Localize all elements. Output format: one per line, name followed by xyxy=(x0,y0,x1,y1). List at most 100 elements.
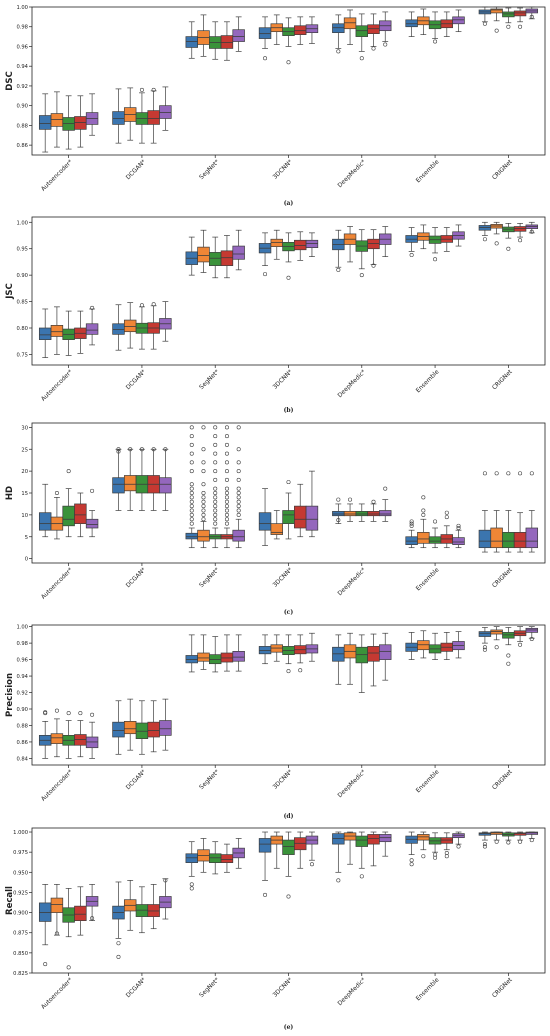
box-3dcnn-series-1 xyxy=(258,831,272,897)
box-deepmedic-series-3 xyxy=(355,229,368,278)
y-axis-label: Recall xyxy=(5,886,15,915)
outlier-point xyxy=(189,434,194,439)
box-ensemble-series-4 xyxy=(440,227,454,252)
outlier-point xyxy=(518,471,523,476)
box-iqr xyxy=(355,646,368,664)
box-autoencoder-series-3 xyxy=(62,711,75,759)
outlier-point xyxy=(116,941,121,946)
outlier-point xyxy=(236,425,241,430)
outlier-point xyxy=(506,840,511,845)
y-tick-label: 0.94 xyxy=(16,64,28,70)
box-iqr xyxy=(525,831,539,835)
outlier-point xyxy=(224,490,229,495)
box-deepmedic-series-2 xyxy=(343,226,357,263)
box-crignet-series-4 xyxy=(513,222,527,243)
box-crignet-series-2 xyxy=(490,221,503,246)
box-iqr xyxy=(147,721,160,738)
box-dcgan-series-4 xyxy=(147,884,160,930)
outlier-point xyxy=(224,508,229,513)
box-autoencoder-series-5 xyxy=(85,305,99,346)
box-segnet-series-4 xyxy=(220,425,234,549)
box-3dcnn-series-4 xyxy=(294,634,307,673)
box-3dcnn-series-1 xyxy=(258,16,272,61)
box-iqr xyxy=(270,238,283,247)
x-tick-label-autoencoder: Autoencoder* xyxy=(40,368,74,402)
box-iqr xyxy=(379,644,392,660)
box-iqr xyxy=(367,238,380,250)
box-iqr xyxy=(452,833,465,839)
outlier-point xyxy=(236,499,241,504)
outlier-point xyxy=(433,39,438,44)
y-axis-label: HD xyxy=(5,486,15,500)
box-segnet-series-1 xyxy=(185,21,198,59)
y-tick-label: 0.925 xyxy=(13,890,28,896)
outlier-point xyxy=(371,263,376,268)
outlier-point xyxy=(518,238,523,243)
outlier-point xyxy=(518,24,523,29)
box-iqr xyxy=(220,854,234,863)
box-deepmedic-series-5 xyxy=(379,11,392,47)
box-iqr xyxy=(294,239,307,251)
box-3dcnn-series-4 xyxy=(294,483,307,538)
chart-panel-recall: 0.825 0.850 0.875 0.900 0.925 0.950 0.975 1.000… xyxy=(5,827,546,1031)
outlier-point xyxy=(213,486,218,491)
outlier-point xyxy=(298,668,303,673)
box-iqr xyxy=(525,527,539,549)
box-iqr xyxy=(332,23,345,34)
outlier-point xyxy=(336,49,341,54)
outlier-point xyxy=(456,523,461,528)
box-iqr xyxy=(294,25,307,35)
chart-panel-precision: 0.84 0.86 0.88 0.90 0.92 0.94 0.96 0.98 1.00 Prec… xyxy=(5,624,546,820)
outlier-point xyxy=(409,253,414,258)
box-ensemble-series-2 xyxy=(417,831,430,859)
outlier-point xyxy=(189,521,194,526)
box-iqr xyxy=(258,646,272,655)
box-iqr xyxy=(270,644,283,653)
box-crignet-series-2 xyxy=(490,6,503,33)
outlier-point xyxy=(224,499,229,504)
outlier-point xyxy=(359,273,364,278)
box-iqr xyxy=(379,510,392,517)
box-iqr xyxy=(490,8,503,14)
outlier-point xyxy=(529,838,534,843)
x-tick-label-dcgan: DCGAN* xyxy=(125,768,148,791)
outlier-point xyxy=(213,508,218,513)
box-crignet-series-4 xyxy=(513,831,527,844)
outlier-point xyxy=(336,497,341,502)
outlier-point xyxy=(224,521,229,526)
box-crignet-series-4 xyxy=(513,7,527,29)
outlier-point xyxy=(409,862,414,867)
box-iqr xyxy=(220,652,234,663)
outlier-point xyxy=(128,447,133,452)
box-iqr xyxy=(343,511,357,517)
box-iqr xyxy=(232,651,245,662)
y-tick-label: 0.850 xyxy=(13,951,28,957)
box-autoencoder-series-5 xyxy=(85,712,99,759)
outlier-point xyxy=(518,839,523,844)
box-3dcnn-series-4 xyxy=(294,16,307,45)
outlier-point xyxy=(236,512,241,517)
x-tick-label-autoencoder: Autoencoder* xyxy=(40,768,74,802)
y-tick-label: 0.90 xyxy=(16,104,28,110)
box-iqr xyxy=(405,536,418,545)
y-tick-label: 0.80 xyxy=(16,326,28,332)
box-segnet-series-4 xyxy=(220,21,234,61)
outlier-point xyxy=(529,471,534,476)
box-3dcnn-series-5 xyxy=(305,232,319,257)
outlier-point xyxy=(189,425,194,430)
outlier-point xyxy=(482,21,487,26)
outlier-point xyxy=(263,892,268,897)
outlier-point xyxy=(54,931,59,936)
outlier-point xyxy=(444,510,449,515)
box-iqr xyxy=(417,532,430,544)
outlier-point xyxy=(224,477,229,482)
box-iqr xyxy=(62,505,75,527)
outlier-point xyxy=(286,480,291,485)
x-tick-label-segnet: SegNet* xyxy=(198,976,221,999)
box-ensemble-series-4 xyxy=(440,632,454,660)
x-tick-label-dcgan: DCGAN* xyxy=(125,158,148,181)
outlier-point xyxy=(494,241,499,246)
y-tick-label: 0.92 xyxy=(16,84,28,90)
box-autoencoder-series-3 xyxy=(62,95,75,150)
box-iqr xyxy=(417,640,430,651)
